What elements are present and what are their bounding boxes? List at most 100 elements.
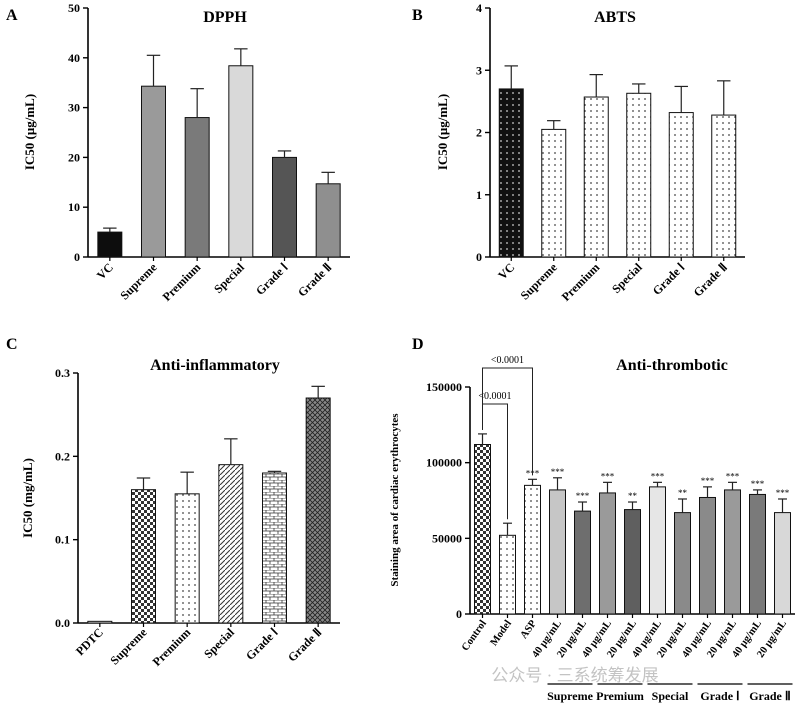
y-tick-label: 0 <box>476 250 482 264</box>
panel-letter: B <box>412 7 423 24</box>
bar <box>272 156 297 258</box>
significance-marker: *** <box>651 471 665 481</box>
panel-c: C Anti-inflammatory IC50 (mg/mL) 0.0 0.1 0.2 0… <box>6 336 340 669</box>
significance-marker: *** <box>776 488 790 498</box>
chart-title: Anti-inflammatory <box>150 357 280 374</box>
significance-marker: ** <box>678 488 688 498</box>
x-tick-label: Premium <box>559 260 603 304</box>
watermark-text: 公众号 · 三系统筹发展 <box>491 666 658 685</box>
panel-letter: D <box>412 336 424 353</box>
significance-marker: ** <box>628 491 638 501</box>
y-tick-label: 30 <box>68 101 80 115</box>
x-tick-label: Special <box>211 260 247 296</box>
x-tick-label: Control <box>460 618 489 653</box>
bar <box>87 620 113 624</box>
significance-marker: *** <box>551 467 565 477</box>
y-tick-label: 100000 <box>426 456 462 470</box>
y-tick-label: 0.2 <box>55 449 70 463</box>
y-tick-label: 20 <box>68 150 80 164</box>
bar <box>749 493 766 615</box>
x-tick-label: Grade Ⅱ <box>285 625 324 664</box>
panel-letter: C <box>6 336 18 353</box>
significance-marker: *** <box>601 471 615 481</box>
y-axis-label: IC50 (μg/mL) <box>22 94 37 170</box>
comparison-p-value: <0.0001 <box>491 355 524 366</box>
comparison-bracket <box>482 367 533 476</box>
panel-d: D Anti-thrombotic Staining area of cardiac… <box>389 336 795 703</box>
significance-marker: *** <box>701 476 715 486</box>
y-axis-label: Staining area of cardiac erythrocytes <box>389 413 401 587</box>
x-tick-label: Supreme <box>518 260 561 303</box>
x-tick-label: PDTC <box>73 625 106 658</box>
bar <box>626 92 652 258</box>
significance-marker: *** <box>576 491 590 501</box>
y-tick-label: 50000 <box>432 531 462 545</box>
bar <box>97 231 123 258</box>
group-label: Premium <box>596 689 644 703</box>
comparison-p-value: <0.0001 <box>478 391 511 402</box>
panel-letter: A <box>6 7 18 24</box>
y-tick-label: 4 <box>476 1 482 15</box>
y-tick-label: 0 <box>456 607 462 621</box>
x-tick-label: Grade Ⅰ <box>243 625 281 663</box>
x-tick-label: Supreme <box>107 625 150 668</box>
y-tick-label: 150000 <box>426 380 462 394</box>
group-label: Grade Ⅰ <box>700 689 739 703</box>
x-tick-label: Special <box>201 625 237 661</box>
bar <box>699 496 716 615</box>
bar <box>131 489 156 624</box>
y-tick-label: 0.1 <box>55 533 70 547</box>
bar <box>498 88 524 258</box>
y-axis-label: IC50 (μg/mL) <box>435 94 450 170</box>
bar <box>499 534 516 615</box>
y-tick-label: 3 <box>476 63 482 77</box>
bar <box>524 484 541 615</box>
x-tick-label: Supreme <box>117 260 160 303</box>
bar <box>184 117 210 258</box>
x-tick-label: Grade Ⅱ <box>691 260 730 299</box>
y-tick-label: 0.0 <box>55 616 70 630</box>
x-tick-label: Grade Ⅰ <box>650 260 688 298</box>
significance-marker: *** <box>726 471 740 481</box>
bar <box>774 512 791 615</box>
x-tick-label: Premium <box>160 260 204 304</box>
panel-a: A DPPH IC50 (μg/mL) 0 10 20 30 40 50 VC Supreme Pre… <box>6 1 350 304</box>
x-tick-label: VC <box>495 260 517 282</box>
y-tick-label: 10 <box>68 200 80 214</box>
y-tick-label: 0.3 <box>55 366 70 380</box>
x-tick-label: ASP <box>519 618 540 641</box>
y-tick-label: 0 <box>74 250 80 264</box>
x-tick-label: VC <box>94 260 116 282</box>
group-label: Supreme <box>547 689 593 703</box>
bar <box>305 397 331 624</box>
y-axis-label: IC50 (mg/mL) <box>20 458 35 538</box>
group-label: Grade Ⅱ <box>749 689 791 703</box>
bar <box>583 96 609 258</box>
bar <box>674 512 691 615</box>
bar <box>549 489 566 615</box>
bar <box>668 112 694 258</box>
bar <box>599 492 616 615</box>
group-label: Special <box>652 689 689 703</box>
x-tick-label: Special <box>609 260 645 296</box>
bar <box>228 65 254 258</box>
chart-title: Anti-thrombotic <box>616 357 728 374</box>
bar <box>474 444 491 615</box>
x-tick-label: Grade Ⅱ <box>295 260 334 299</box>
y-tick-label: 1 <box>476 188 482 202</box>
bar <box>624 509 641 615</box>
y-tick-label: 40 <box>68 51 80 65</box>
bar <box>141 85 166 258</box>
bar <box>541 128 567 258</box>
x-tick-label: Model <box>489 618 514 648</box>
y-tick-label: 2 <box>476 126 482 140</box>
bar <box>218 464 244 624</box>
bar <box>724 489 741 615</box>
bar <box>262 472 287 624</box>
significance-marker: *** <box>751 479 765 489</box>
bar <box>649 486 666 615</box>
x-tick-label: Premium <box>150 625 194 669</box>
